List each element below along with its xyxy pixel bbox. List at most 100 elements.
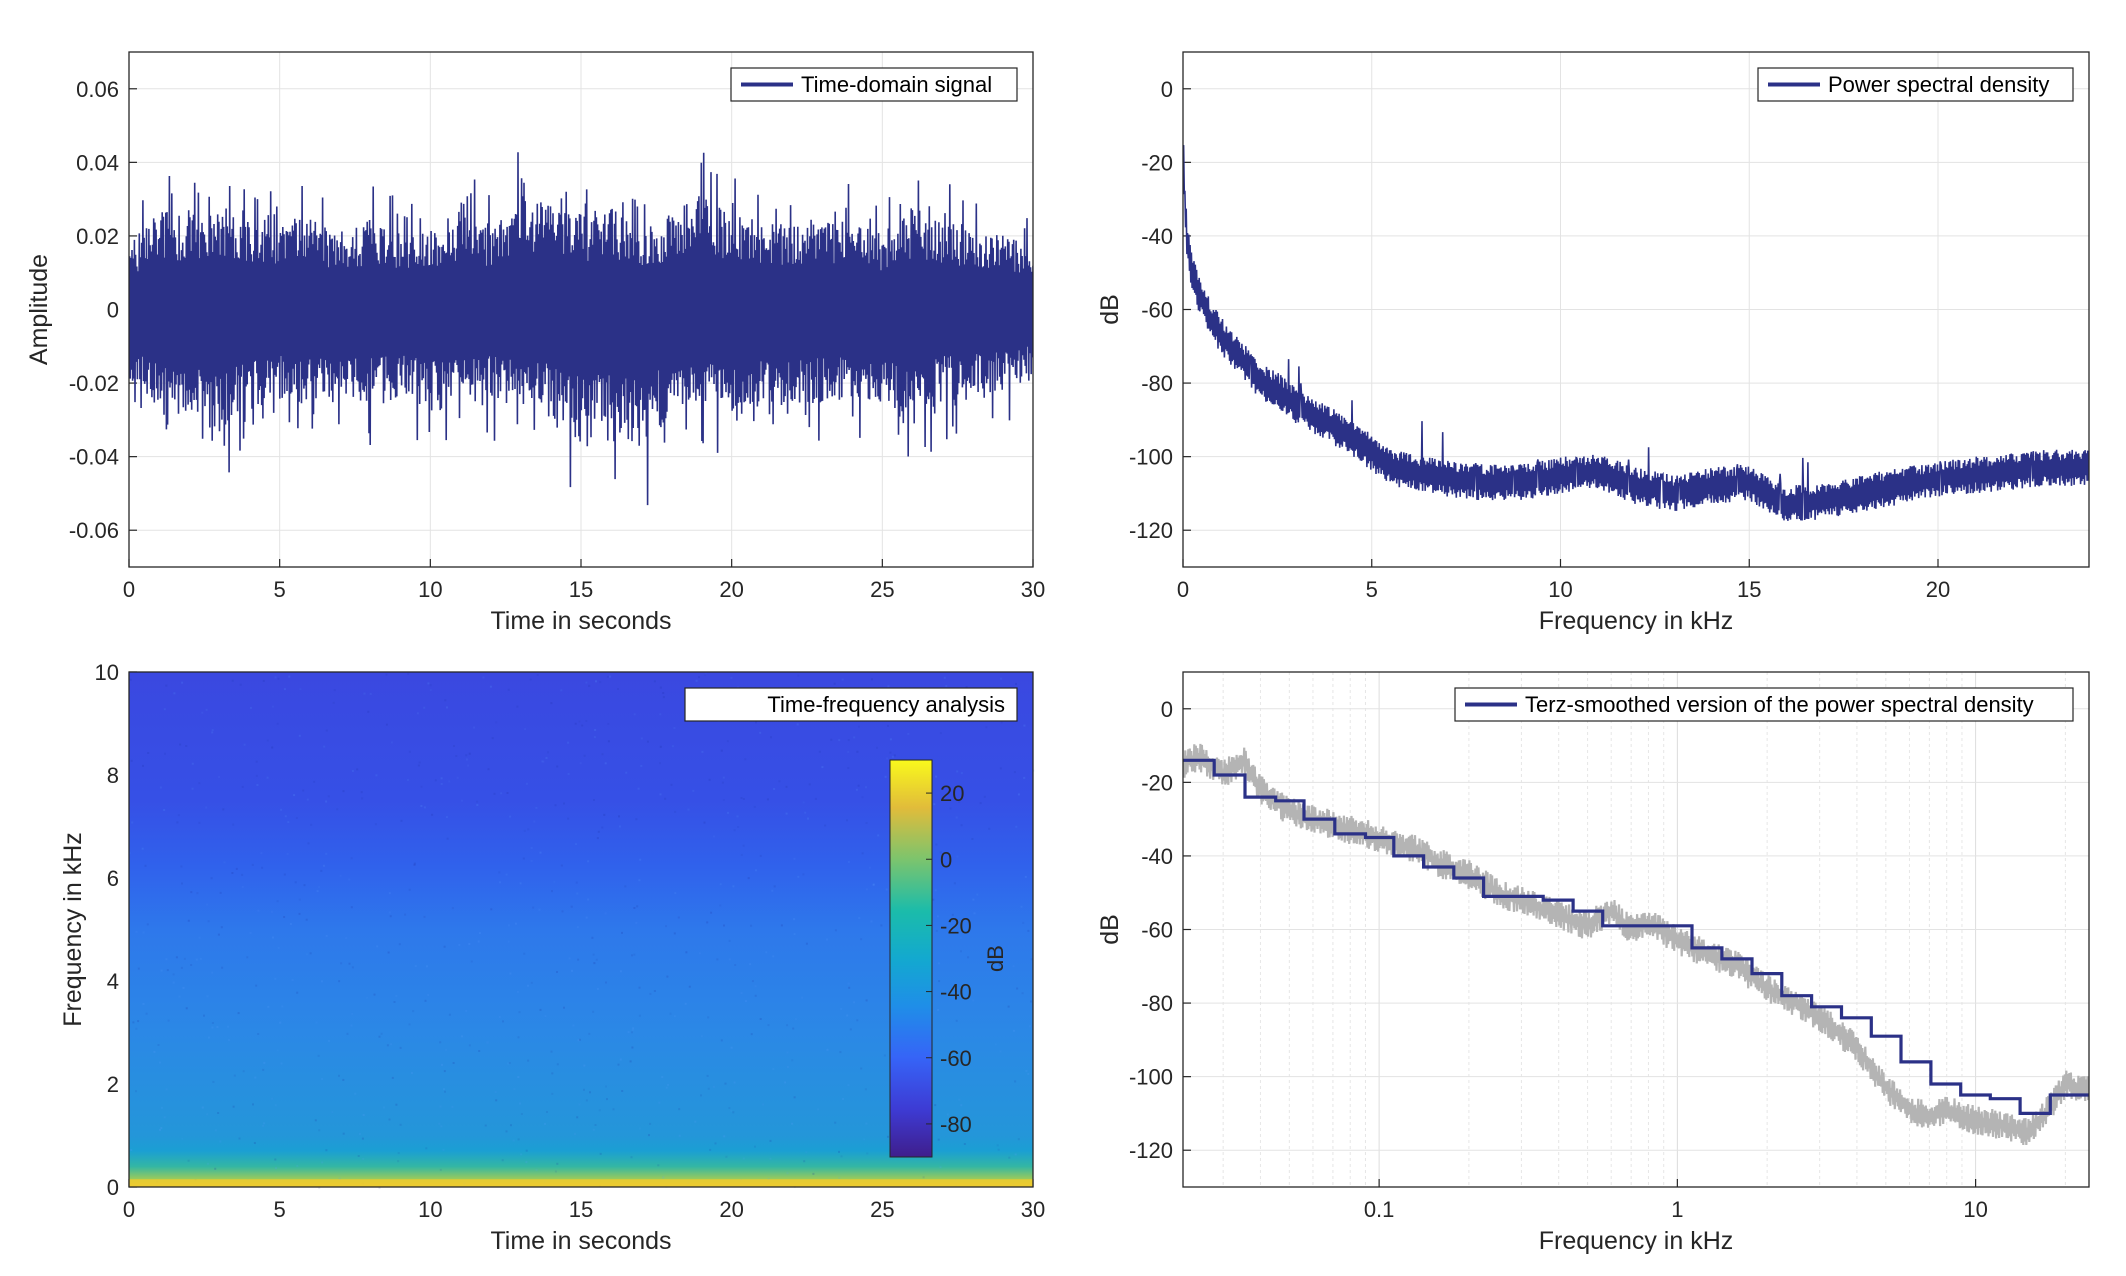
spectrogram-noise (709, 1148, 712, 1151)
spectrogram-noise (445, 1048, 448, 1051)
spectrogram-noise (759, 1018, 762, 1020)
spectrogram-noise (532, 906, 535, 909)
spectrogram-noise (477, 940, 480, 943)
spectrogram-noise (594, 729, 597, 731)
spectrogram-noise (754, 985, 757, 988)
spectrogram-image (129, 672, 1033, 1187)
x-tick-label: 15 (569, 577, 593, 602)
spectrogram-noise (389, 915, 392, 918)
colorbar-tick-label: -80 (940, 1112, 972, 1137)
y-tick-label: -100 (1129, 1065, 1173, 1090)
spectrogram-noise (232, 823, 235, 826)
legend-label: Time-domain signal (801, 72, 992, 97)
colorbar-tick-label: -40 (940, 980, 972, 1005)
spectrogram-noise (318, 1187, 321, 1189)
y-tick-label: 0.06 (76, 77, 119, 102)
spectrogram-noise (388, 1118, 391, 1121)
spectrogram-noise (288, 675, 291, 678)
spectrogram-noise (130, 759, 133, 762)
spectrogram-noise (179, 743, 182, 746)
spectrogram-noise (266, 739, 269, 742)
spectrogram-noise (325, 1149, 328, 1152)
spectrogram-noise (621, 931, 623, 934)
spectrogram-noise (631, 1029, 634, 1031)
spectrogram-noise (849, 1028, 852, 1031)
spectrogram-noise (190, 891, 193, 894)
spectrogram-noise (298, 898, 301, 901)
spectrogram-noise (653, 680, 656, 683)
spectrogram-noise (692, 789, 695, 792)
spectrogram-noise (373, 993, 376, 996)
spectrogram-noise (751, 980, 754, 983)
spectrogram-noise (551, 1072, 554, 1075)
spectrogram-noise (424, 999, 427, 1002)
spectrogram-noise (575, 881, 578, 884)
y-tick-label: 10 (95, 660, 119, 685)
spectrogram-noise (446, 706, 448, 709)
spectrogram-noise (427, 682, 430, 685)
spectrogram-noise (523, 952, 526, 955)
spectrogram-noise (762, 1103, 765, 1106)
y-tick-label: -80 (1141, 991, 1173, 1016)
spectrogram-noise (281, 1005, 284, 1008)
spectrogram-noise (793, 1096, 796, 1099)
spectrogram-noise (418, 761, 421, 764)
colorbar-tick-label: 20 (940, 781, 964, 806)
spectrogram-noise (719, 904, 722, 907)
spectrogram-noise (398, 943, 401, 946)
spectrogram-noise (172, 981, 175, 984)
spectrogram-noise (546, 1111, 548, 1113)
spectrogram-noise (520, 1153, 523, 1156)
y-tick-label: -0.02 (69, 371, 119, 396)
spectrogram-noise (468, 752, 471, 755)
spectrogram-noise (271, 746, 274, 749)
spectrogram-noise (387, 951, 390, 954)
spectrogram-noise (163, 809, 166, 811)
spectrogram-noise (420, 805, 423, 807)
spectrogram-noise (406, 779, 409, 781)
spectrogram-noise (998, 964, 1001, 967)
spectrogram-noise (361, 1137, 364, 1140)
spectrogram-noise (478, 1050, 481, 1052)
spectrogram-noise (446, 837, 449, 840)
spectrogram-noise (839, 1051, 842, 1054)
spectrogram-noise (388, 892, 391, 895)
spectrogram-noise (423, 915, 426, 918)
spectrogram-noise (666, 975, 669, 978)
terz-psd-panel: 0.1 1 10 -120 -100 -80 -60 -40 -20 0 Frequency in … (1096, 671, 2090, 1255)
spectrogram-noise (478, 932, 481, 935)
spectrogram-noise (754, 1145, 756, 1148)
spectrogram-noise (588, 1032, 591, 1035)
spectrogram-noise (948, 852, 951, 855)
spectrogram-noise (841, 678, 844, 681)
spectrogram-noise (934, 1104, 937, 1107)
spectrogram-noise (605, 1085, 607, 1088)
spectrogram-noise (749, 963, 752, 966)
spectrogram-noise (1029, 1025, 1032, 1028)
spectrogram-noise (336, 808, 339, 811)
spectrogram-noise (698, 952, 701, 955)
x-tick-label: 0 (1177, 577, 1189, 602)
spectrogram-noise (482, 676, 485, 679)
spectrogram-noise (576, 892, 579, 895)
spectrogram-noise (390, 1043, 393, 1046)
spectrogram-noise (733, 829, 736, 832)
spectrogram-noise (805, 942, 808, 945)
spectrogram-noise (858, 917, 861, 919)
spectrogram-noise (325, 800, 328, 803)
spectrogram-noise (635, 921, 638, 924)
spectrogram-noise (560, 689, 563, 692)
spectrogram-noise (848, 986, 851, 989)
spectrogram-noise (443, 1070, 446, 1073)
spectrogram-noise (722, 799, 725, 801)
spectrogram-noise (451, 1105, 454, 1108)
spectrogram-noise (860, 1067, 863, 1070)
spectrogram-noise (441, 1063, 443, 1066)
spectrogram-noise (943, 676, 946, 679)
spectrogram-noise (157, 1044, 160, 1046)
spectrogram-noise (883, 1054, 886, 1057)
spectrogram-noise (609, 675, 612, 678)
spectrogram-noise (567, 817, 570, 820)
spectrogram-noise (160, 969, 163, 972)
spectrogram-noise (960, 950, 962, 953)
